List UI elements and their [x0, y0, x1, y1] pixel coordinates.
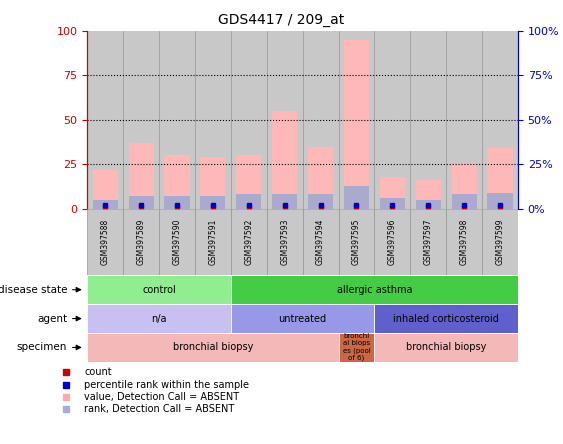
Text: GDS4417 / 209_at: GDS4417 / 209_at [218, 13, 345, 28]
Text: count: count [84, 367, 112, 377]
Bar [231, 31, 267, 209]
Bar [374, 333, 518, 362]
Bar [128, 143, 154, 209]
Text: rank, Detection Call = ABSENT: rank, Detection Call = ABSENT [84, 404, 235, 414]
Text: GSM397591: GSM397591 [208, 219, 217, 265]
Text: disease state: disease state [0, 285, 67, 295]
Text: agent: agent [37, 313, 67, 324]
Bar [410, 31, 446, 209]
Bar [87, 333, 338, 362]
Bar [267, 31, 303, 209]
Text: value, Detection Call = ABSENT: value, Detection Call = ABSENT [84, 392, 239, 402]
Bar [482, 209, 518, 275]
Bar [410, 209, 446, 275]
Bar [374, 209, 410, 275]
Text: n/a: n/a [151, 313, 167, 324]
Bar [374, 31, 410, 209]
Bar [200, 196, 225, 209]
Bar [452, 194, 477, 209]
Bar [452, 164, 477, 209]
Bar [164, 155, 190, 209]
Bar [338, 31, 374, 209]
Bar [303, 209, 338, 275]
Text: GSM397596: GSM397596 [388, 219, 397, 265]
Text: control: control [142, 285, 176, 295]
Bar [446, 209, 482, 275]
Bar [267, 209, 303, 275]
Bar [272, 111, 297, 209]
Bar [415, 180, 441, 209]
Text: inhaled corticosteroid: inhaled corticosteroid [393, 313, 499, 324]
Bar [236, 155, 261, 209]
Text: GSM397589: GSM397589 [137, 219, 146, 265]
Bar [159, 209, 195, 275]
Bar [380, 177, 405, 209]
Bar [93, 170, 118, 209]
Text: GSM397588: GSM397588 [101, 219, 110, 265]
Text: GSM397593: GSM397593 [280, 219, 289, 265]
Bar [231, 304, 374, 333]
Bar [87, 209, 123, 275]
Text: GSM397598: GSM397598 [459, 219, 468, 265]
Bar [236, 194, 261, 209]
Bar [308, 194, 333, 209]
Bar [338, 333, 374, 362]
Text: bronchi
al biops
es (pool
of 6): bronchi al biops es (pool of 6) [342, 333, 370, 361]
Bar [200, 157, 225, 209]
Bar [344, 40, 369, 209]
Text: GSM397595: GSM397595 [352, 219, 361, 265]
Bar [338, 209, 374, 275]
Text: bronchial biopsy: bronchial biopsy [406, 342, 486, 353]
Text: GSM397590: GSM397590 [172, 219, 181, 265]
Bar [87, 304, 231, 333]
Bar [303, 31, 338, 209]
Bar [380, 198, 405, 209]
Text: GSM397594: GSM397594 [316, 219, 325, 265]
Text: bronchial biopsy: bronchial biopsy [173, 342, 253, 353]
Text: GSM397599: GSM397599 [495, 219, 504, 265]
Bar [488, 148, 512, 209]
Bar [195, 31, 231, 209]
Bar [87, 31, 123, 209]
Bar [415, 200, 441, 209]
Bar [123, 31, 159, 209]
Bar [164, 196, 190, 209]
Text: allergic asthma: allergic asthma [337, 285, 412, 295]
Bar [159, 31, 195, 209]
Text: untreated: untreated [279, 313, 327, 324]
Text: GSM397597: GSM397597 [424, 219, 433, 265]
Bar [272, 194, 297, 209]
Bar [308, 147, 333, 209]
Bar [195, 209, 231, 275]
Text: GSM397592: GSM397592 [244, 219, 253, 265]
Bar [231, 209, 267, 275]
Text: percentile rank within the sample: percentile rank within the sample [84, 380, 249, 390]
Bar [344, 186, 369, 209]
Bar [123, 209, 159, 275]
Bar [482, 31, 518, 209]
Bar [446, 31, 482, 209]
Bar [488, 193, 512, 209]
Bar [87, 275, 231, 304]
Bar [374, 304, 518, 333]
Bar [93, 200, 118, 209]
Bar [231, 275, 518, 304]
Bar [128, 196, 154, 209]
Text: specimen: specimen [17, 342, 67, 353]
